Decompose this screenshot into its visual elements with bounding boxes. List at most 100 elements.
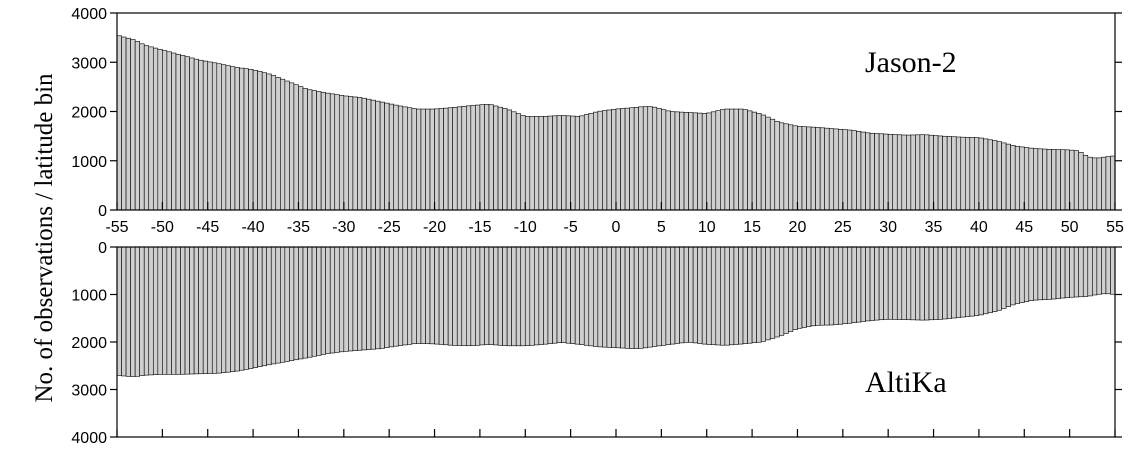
bar [429, 108, 435, 211]
bar [688, 246, 694, 343]
bar [484, 246, 490, 345]
bar [878, 246, 884, 321]
bar [284, 246, 290, 362]
bar [511, 111, 517, 211]
bar [434, 108, 440, 211]
bar [738, 108, 744, 211]
bar [198, 59, 204, 211]
bar [438, 108, 444, 211]
bar [447, 107, 453, 211]
bar [284, 80, 290, 211]
bar [620, 246, 626, 349]
bar [874, 133, 880, 211]
bar [942, 246, 948, 320]
bar [633, 107, 639, 211]
y-axis-label: No. of observations / latitude bin [31, 73, 58, 403]
bar [506, 246, 512, 347]
bar [1096, 157, 1102, 211]
bar [130, 39, 136, 211]
bar [774, 246, 780, 338]
bar [198, 246, 204, 375]
bar [574, 246, 581, 345]
bar [697, 112, 703, 211]
bar [502, 108, 508, 211]
bar [166, 246, 172, 375]
bar [615, 108, 621, 211]
bar [833, 128, 839, 211]
x-tick-label: 0 [612, 219, 621, 236]
bar [906, 246, 912, 321]
bar [978, 137, 984, 211]
bar [257, 246, 263, 367]
bar [724, 108, 730, 211]
bar [1037, 148, 1043, 211]
bar [243, 246, 249, 370]
bar [524, 246, 531, 346]
bar [656, 246, 662, 347]
bar [792, 125, 798, 211]
bar [810, 246, 816, 327]
bar [847, 129, 853, 211]
bar [193, 58, 199, 211]
bar [325, 92, 331, 211]
bar [121, 246, 127, 377]
bar [484, 104, 490, 211]
bar [837, 246, 844, 325]
bar [443, 107, 449, 211]
bar [642, 246, 649, 349]
x-tick-label: 10 [698, 219, 716, 236]
bar [656, 108, 662, 211]
bar [579, 115, 585, 211]
bar [856, 131, 862, 211]
bar [910, 134, 916, 211]
bar [234, 67, 240, 211]
bar [651, 246, 658, 347]
bar [760, 114, 766, 211]
bar [221, 246, 227, 373]
bar [1092, 157, 1098, 211]
bar [348, 96, 354, 211]
bar [511, 246, 517, 347]
bar [856, 246, 862, 323]
bar [597, 110, 603, 211]
bar [266, 246, 272, 366]
y-tick-label: 2000 [71, 105, 107, 122]
bar [407, 246, 413, 345]
bar [574, 116, 581, 211]
bar [960, 136, 966, 211]
bar [679, 111, 685, 211]
bar [1082, 246, 1089, 297]
bar [847, 246, 853, 324]
bar [928, 246, 934, 321]
x-axis: -55 -50 -45 -40 -35 -30 -25 -20 -15 -10 -5 0 5 10 15 20… [105, 202, 1124, 437]
bar [552, 115, 558, 211]
y-tick-label: 4000 [71, 6, 107, 23]
bar [189, 246, 195, 375]
y-tick-label: 2000 [71, 335, 107, 352]
bar [633, 246, 639, 349]
bar [615, 246, 621, 349]
bar [375, 100, 381, 211]
x-tick-label: -45 [196, 219, 219, 236]
bar [465, 105, 472, 211]
bar [570, 246, 576, 344]
bar [828, 246, 835, 326]
bar [148, 246, 154, 376]
bar [860, 131, 866, 211]
bar [479, 104, 485, 211]
bar [139, 43, 145, 211]
y-tick-label: 1000 [71, 288, 107, 305]
y-tick-label: 1000 [71, 154, 107, 171]
bar [1064, 149, 1070, 211]
bar [697, 246, 703, 344]
bar [742, 246, 748, 344]
bar [171, 52, 177, 211]
bar [465, 246, 472, 347]
bar [1005, 143, 1011, 211]
bar [552, 246, 558, 344]
bar [710, 246, 717, 346]
bar [361, 97, 367, 211]
x-tick-label: 40 [970, 219, 988, 236]
bar [992, 246, 998, 312]
bar [915, 134, 921, 211]
